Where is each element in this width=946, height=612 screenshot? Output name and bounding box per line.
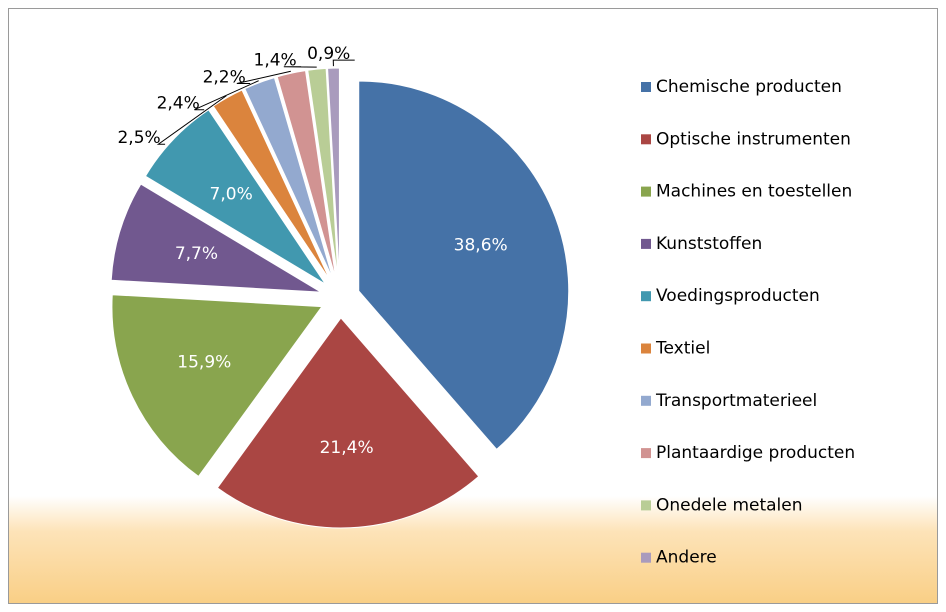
legend-label: Plantaardige producten xyxy=(656,443,855,463)
legend-swatch xyxy=(641,395,651,406)
pie-slice xyxy=(327,67,340,279)
data-label: 7,0% xyxy=(210,184,253,204)
legend-label: Voedingsproducten xyxy=(656,286,820,306)
pie-slice xyxy=(307,67,339,279)
leader-line xyxy=(156,95,227,145)
legend-swatch xyxy=(641,82,651,92)
data-label: 2,2% xyxy=(203,68,246,88)
pie-slice xyxy=(144,109,326,285)
legend-swatch xyxy=(641,552,651,563)
pie-slice xyxy=(244,76,334,280)
legend-swatch xyxy=(641,448,651,459)
data-label: 0,9% xyxy=(307,44,350,64)
leader-line xyxy=(236,70,291,85)
legend-swatch xyxy=(641,238,651,249)
legend-swatch xyxy=(641,500,651,511)
legend-label: Onedele metalen xyxy=(656,495,803,515)
legend-label: Transportmaterieel xyxy=(655,391,817,411)
legend-label: Chemische producten xyxy=(656,77,842,97)
data-label: 2,5% xyxy=(117,128,160,148)
legend-swatch xyxy=(641,134,651,145)
legend-swatch xyxy=(641,343,651,354)
leader-line xyxy=(194,80,259,111)
pie-slice xyxy=(358,80,570,451)
data-label: 1,4% xyxy=(254,51,297,71)
legend-label: Textiel xyxy=(655,339,710,359)
data-label: 21,4% xyxy=(320,438,374,458)
legend-label: Kunststoffen xyxy=(656,234,762,254)
data-label: 15,9% xyxy=(177,352,231,372)
data-label: 2,4% xyxy=(157,94,200,114)
legend-label: Optische instrumenten xyxy=(656,129,851,149)
pie-slice xyxy=(111,294,323,478)
pie-slice xyxy=(110,183,322,293)
pie-slice xyxy=(216,317,480,529)
data-label: 38,6% xyxy=(454,235,508,255)
legend-swatch xyxy=(641,291,651,302)
data-label: 7,7% xyxy=(175,244,218,264)
pie-slice xyxy=(276,70,337,279)
leader-line xyxy=(332,59,355,67)
legend-swatch xyxy=(641,186,651,197)
legend-label: Andere xyxy=(656,548,717,568)
pie-slice xyxy=(212,89,331,281)
legend-label: Machines en toestellen xyxy=(656,182,852,202)
